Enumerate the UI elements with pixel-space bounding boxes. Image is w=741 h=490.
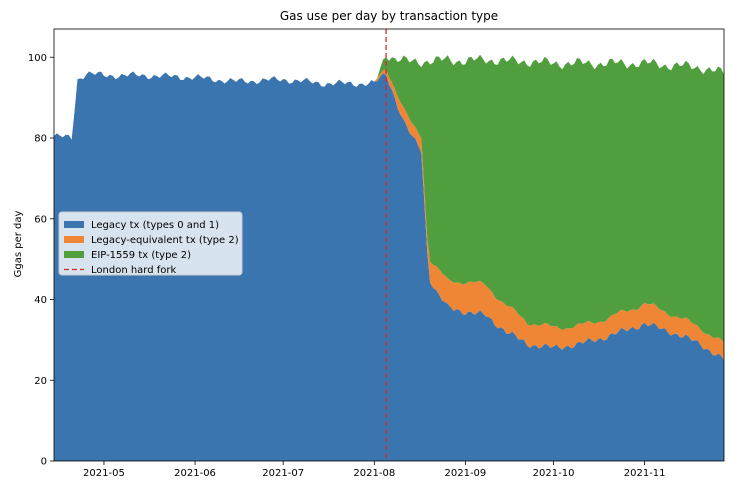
y-axis: 0 20 40 60 80 100 [28,53,54,468]
x-tick-label: 2021-09 [445,468,487,479]
legend-box [58,211,243,276]
y-axis-label: Ggas per day [13,211,24,278]
legend-label: EIP-1559 tx (type 2) [91,250,191,261]
x-tick-label: 2021-11 [624,468,666,479]
area-3 [54,54,724,343]
legend-label: Legacy-equivalent tx (type 2) [91,235,239,246]
legend-label: Legacy tx (types 0 and 1) [91,220,219,231]
x-tick-label: 2021-06 [174,468,216,479]
area-series-group [54,54,724,461]
chart-title: Gas use per day by transaction type [280,9,498,23]
y-tick-label: 20 [34,376,47,387]
x-tick-label: 2021-10 [533,468,575,479]
y-tick-label: 80 [34,134,47,145]
x-tick-label: 2021-05 [83,468,125,479]
x-axis: 2021-05 2021-06 2021-07 2021-08 2021-09 2021-… [83,461,666,479]
x-tick-label: 2021-07 [262,468,304,479]
plot-frame [53,28,725,462]
area-1 [54,71,724,461]
legend-swatch [64,221,84,228]
y-tick-label: 0 [41,457,47,468]
legend-swatch [64,251,84,258]
legend-swatch [64,236,84,243]
y-tick-label: 60 [34,214,47,225]
legend-label: London hard fork [91,265,177,276]
y-tick-label: 100 [28,53,47,64]
x-tick-label: 2021-08 [353,468,395,479]
legend: Legacy tx (types 0 and 1) Legacy-equivale… [58,211,243,276]
y-tick-label: 40 [34,295,47,306]
